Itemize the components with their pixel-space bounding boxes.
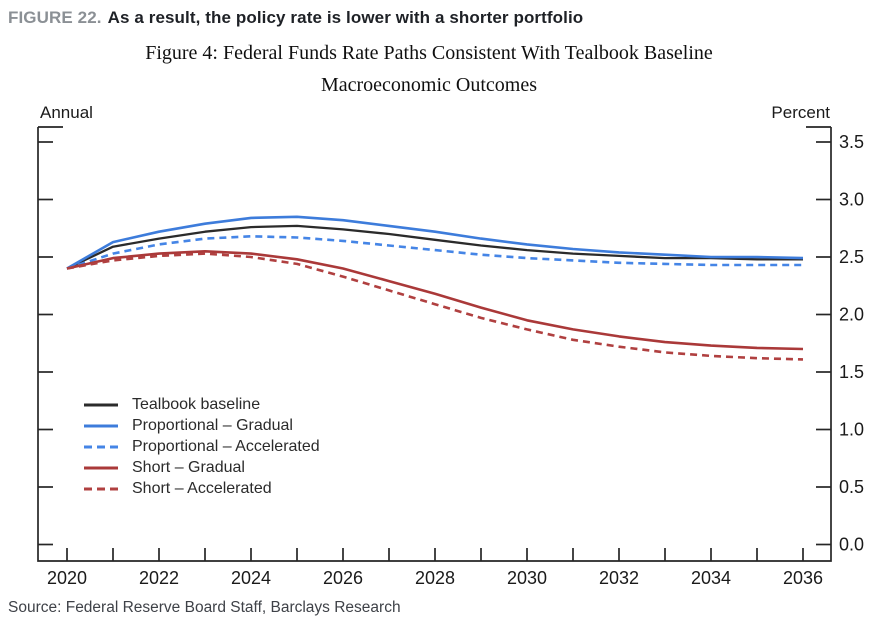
y-axis-tick-label: 2.5 — [839, 247, 864, 267]
legend-label: Short – Accelerated — [132, 479, 272, 497]
legend-item: Short – Accelerated — [84, 478, 320, 499]
x-axis-tick-label: 2030 — [507, 568, 547, 588]
legend-item: Short – Gradual — [84, 457, 320, 478]
legend-swatch — [84, 445, 118, 448]
y-axis-tick-label: 3.0 — [839, 190, 864, 210]
right-axis-unit-label: Percent — [771, 103, 830, 122]
legend-item: Proportional – Gradual — [84, 415, 320, 436]
legend-swatch — [84, 466, 118, 469]
x-axis-tick-label: 2022 — [139, 568, 179, 588]
x-axis-tick-label: 2036 — [783, 568, 823, 588]
y-axis-tick-label: 2.0 — [839, 305, 864, 325]
figure-number-label: FIGURE 22. — [8, 8, 102, 27]
legend-label: Proportional – Accelerated — [132, 437, 320, 455]
chart-title-line2: Macroeconomic Outcomes — [320, 74, 538, 96]
y-axis-tick-label: 1.5 — [839, 362, 864, 382]
series-line-2 — [66, 215, 804, 270]
series-line-5 — [66, 252, 804, 361]
x-axis-tick-label: 2026 — [323, 568, 363, 588]
left-axis-unit-label: Annual — [40, 103, 93, 122]
series-line-1 — [66, 224, 803, 270]
x-axis-tick-label: 2028 — [415, 568, 455, 588]
legend-swatch — [84, 424, 118, 427]
y-axis-tick-label: 3.5 — [839, 132, 864, 152]
chart-legend: Tealbook baseline Proportional – Gradual P… — [84, 394, 320, 499]
legend-label: Short – Gradual — [132, 458, 245, 476]
legend-label: Proportional – Gradual — [132, 416, 293, 434]
y-axis-tick-label: 0.0 — [839, 535, 864, 555]
y-axis-tick-label: 0.5 — [839, 477, 864, 497]
y-axis-tick-label: 1.0 — [839, 420, 864, 440]
x-axis-tick-label: 2032 — [599, 568, 639, 588]
x-axis-tick-label: 2020 — [47, 568, 87, 588]
legend-swatch — [84, 487, 118, 490]
x-axis-tick-label: 2034 — [691, 568, 731, 588]
chart-title-line1: Figure 4: Federal Funds Rate Paths Consi… — [145, 42, 713, 64]
legend-label: Tealbook baseline — [132, 395, 261, 413]
series-line-4 — [66, 250, 804, 351]
series-line-3 — [66, 235, 803, 270]
figure-header: FIGURE 22. As a result, the policy rate i… — [8, 8, 583, 28]
x-axis-tick-label: 2024 — [231, 568, 271, 588]
legend-swatch — [84, 403, 118, 406]
source-attribution: Source: Federal Reserve Board Staff, Bar… — [8, 599, 401, 616]
figure-headline: As a result, the policy rate is lower wi… — [107, 8, 584, 27]
legend-item: Proportional – Accelerated — [84, 436, 320, 457]
legend-item: Tealbook baseline — [84, 394, 320, 415]
